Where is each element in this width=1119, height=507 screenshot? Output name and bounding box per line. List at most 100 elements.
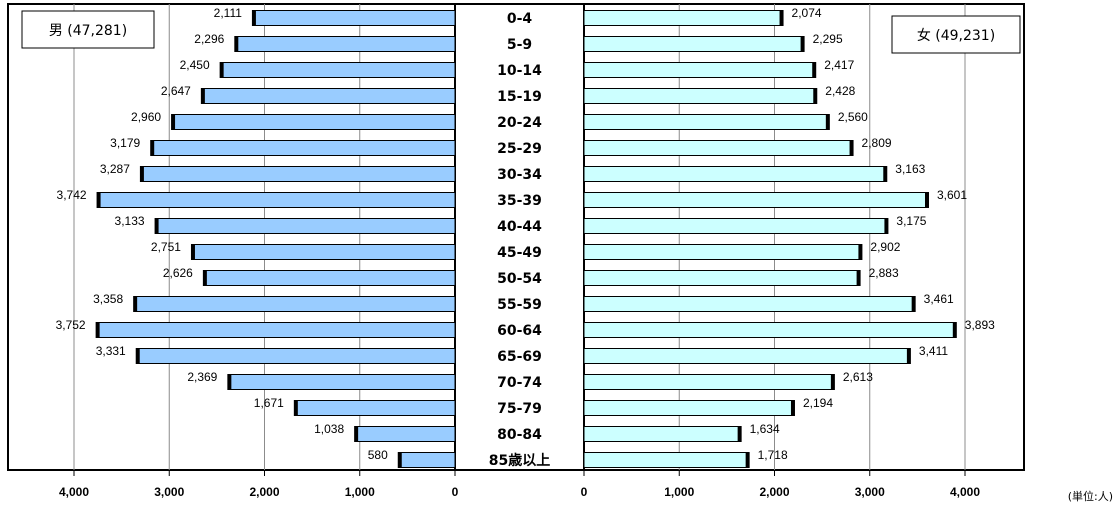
male-value-label: 580 bbox=[368, 448, 388, 462]
age-group-label: 40-44 bbox=[497, 219, 542, 235]
male-bar-50-54 bbox=[204, 270, 456, 286]
female-legend-label: 女 (49,231) bbox=[917, 27, 995, 44]
female-bar-15-19 bbox=[583, 88, 816, 104]
male-value-label: 1,671 bbox=[254, 396, 284, 410]
age-group-label: 0-4 bbox=[507, 11, 533, 27]
age-group-label: 80-84 bbox=[497, 427, 542, 443]
x-tick-label-left: 1,000 bbox=[345, 485, 375, 499]
female-value-label: 2,883 bbox=[869, 266, 899, 280]
male-bar-40-44 bbox=[156, 218, 456, 234]
male-value-label: 2,296 bbox=[194, 32, 224, 46]
age-group-label: 20-24 bbox=[497, 115, 542, 131]
female-bar-75-79 bbox=[583, 400, 794, 416]
female-value-label: 2,417 bbox=[824, 58, 854, 72]
male-value-label: 3,331 bbox=[96, 344, 126, 358]
female-value-label: 3,601 bbox=[937, 188, 967, 202]
age-group-label: 65-69 bbox=[497, 349, 542, 365]
male-bar-0-4 bbox=[253, 10, 456, 26]
male-value-label: 2,369 bbox=[187, 370, 217, 384]
male-bar-60-64 bbox=[97, 322, 456, 338]
x-tick-label-right: 4,000 bbox=[950, 485, 980, 499]
male-bar-35-39 bbox=[98, 192, 456, 208]
male-value-label: 3,742 bbox=[57, 188, 87, 202]
female-bar-70-74 bbox=[583, 374, 834, 390]
female-value-label: 2,295 bbox=[813, 32, 843, 46]
x-tick-label-left: 3,000 bbox=[154, 485, 184, 499]
male-bar-85歳以上 bbox=[399, 452, 456, 468]
age-group-label: 30-34 bbox=[497, 167, 542, 183]
female-value-label: 3,163 bbox=[895, 162, 925, 176]
age-group-label: 60-64 bbox=[497, 323, 542, 339]
x-tick-label-right: 2,000 bbox=[759, 485, 789, 499]
male-value-label: 2,647 bbox=[161, 84, 191, 98]
female-bar-10-14 bbox=[583, 62, 815, 78]
female-value-label: 1,634 bbox=[750, 422, 780, 436]
age-group-label: 5-9 bbox=[507, 37, 532, 53]
male-value-label: 3,287 bbox=[100, 162, 130, 176]
male-value-label: 2,450 bbox=[180, 58, 210, 72]
female-bar-45-49 bbox=[583, 244, 861, 260]
age-group-label: 55-59 bbox=[497, 297, 542, 313]
female-bar-40-44 bbox=[583, 218, 887, 234]
male-value-label: 3,752 bbox=[56, 318, 86, 332]
female-value-label: 3,175 bbox=[896, 214, 926, 228]
female-value-label: 3,893 bbox=[965, 318, 995, 332]
female-bar-60-64 bbox=[583, 322, 956, 338]
male-bar-45-49 bbox=[192, 244, 456, 260]
male-value-label: 2,111 bbox=[214, 6, 243, 20]
female-bar-25-29 bbox=[583, 140, 853, 156]
male-bar-15-19 bbox=[202, 88, 456, 104]
female-value-label: 2,560 bbox=[838, 110, 868, 124]
x-tick-label-left: 2,000 bbox=[249, 485, 279, 499]
female-legend-box bbox=[891, 15, 1021, 54]
female-bar-80-84 bbox=[583, 426, 741, 442]
x-tick-label-right: 0 bbox=[581, 485, 588, 499]
female-value-label: 2,428 bbox=[825, 84, 855, 98]
x-tick-label-left: 4,000 bbox=[59, 485, 89, 499]
female-bar-85歳以上 bbox=[583, 452, 749, 468]
x-tick-label-left: 0 bbox=[452, 485, 459, 499]
male-bar-80-84 bbox=[355, 426, 456, 442]
male-value-label: 3,133 bbox=[115, 214, 145, 228]
male-value-label: 2,751 bbox=[151, 240, 181, 254]
male-value-label: 3,179 bbox=[110, 136, 140, 150]
plot-frame bbox=[7, 3, 1025, 471]
male-bar-5-9 bbox=[235, 36, 456, 52]
female-value-label: 3,411 bbox=[919, 344, 948, 358]
age-group-label: 45-49 bbox=[497, 245, 542, 261]
male-bar-25-29 bbox=[151, 140, 456, 156]
unit-label: (単位:人) bbox=[1067, 490, 1113, 503]
female-bar-50-54 bbox=[583, 270, 860, 286]
age-group-label: 15-19 bbox=[497, 89, 542, 105]
male-bar-65-69 bbox=[137, 348, 456, 364]
male-value-label: 3,358 bbox=[93, 292, 123, 306]
male-legend-box bbox=[21, 10, 155, 49]
male-value-label: 2,960 bbox=[131, 110, 161, 124]
x-tick-label-right: 1,000 bbox=[664, 485, 694, 499]
female-value-label: 2,194 bbox=[803, 396, 833, 410]
female-bar-0-4 bbox=[583, 10, 783, 26]
male-legend-label: 男 (47,281) bbox=[49, 23, 127, 39]
female-value-label: 2,613 bbox=[843, 370, 873, 384]
age-group-label: 50-54 bbox=[497, 271, 542, 287]
x-tick-label-right: 3,000 bbox=[855, 485, 885, 499]
female-bar-55-59 bbox=[583, 296, 915, 312]
male-value-label: 2,626 bbox=[163, 266, 193, 280]
female-bar-20-24 bbox=[583, 114, 829, 130]
female-bar-5-9 bbox=[583, 36, 804, 52]
female-value-label: 3,461 bbox=[924, 292, 954, 306]
female-value-label: 2,809 bbox=[862, 136, 892, 150]
female-bar-35-39 bbox=[583, 192, 928, 208]
female-value-label: 2,074 bbox=[792, 6, 822, 20]
male-bar-55-59 bbox=[134, 296, 456, 312]
age-group-label: 25-29 bbox=[497, 141, 542, 157]
female-bar-65-69 bbox=[583, 348, 910, 364]
age-group-label: 35-39 bbox=[497, 193, 542, 209]
male-bar-75-79 bbox=[295, 400, 456, 416]
female-value-label: 2,902 bbox=[870, 240, 900, 254]
male-value-label: 1,038 bbox=[314, 422, 344, 436]
age-group-label: 75-79 bbox=[497, 401, 542, 417]
male-bar-70-74 bbox=[228, 374, 456, 390]
male-bar-30-34 bbox=[141, 166, 456, 182]
